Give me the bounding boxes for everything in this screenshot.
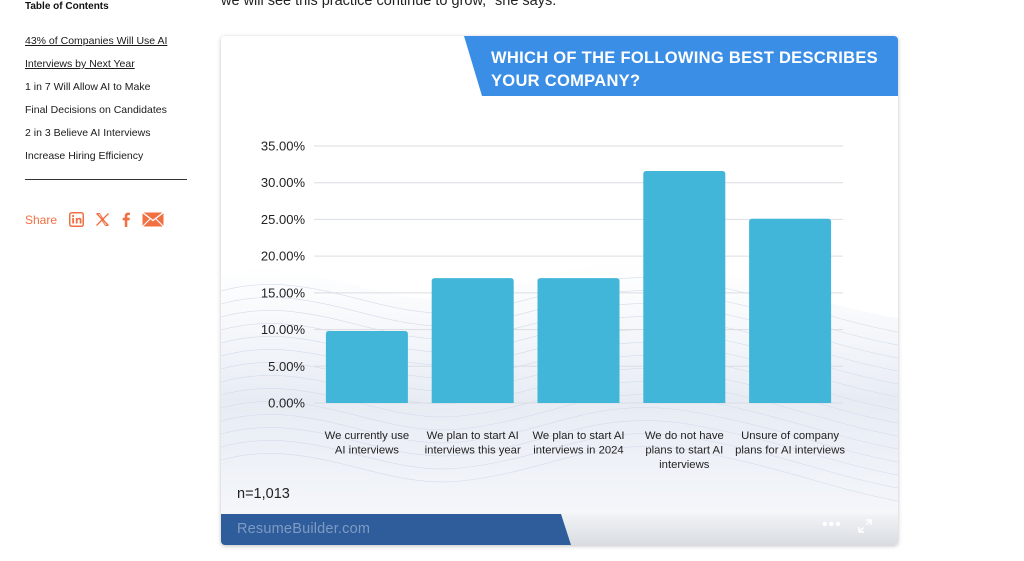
toc-divider [25,179,187,180]
more-options-button[interactable]: ••• [822,516,842,533]
chart-title-line2: YOUR COMPANY? [491,72,640,90]
x-tick-label: plans for AI interviews [735,445,845,457]
expand-icon[interactable] [858,519,872,538]
y-tick-label: 15.00% [261,285,306,300]
toc-link-3-line1[interactable]: 2 in 3 Believe AI Interviews [25,127,151,139]
wave-line [221,407,898,463]
article-text: we will see this practice continue to gr… [221,0,557,9]
x-tick-label: interviews this year [425,445,521,457]
bar-chart: WHICH OF THE FOLLOWING BEST DESCRIBES YO… [221,36,898,514]
share-label: Share [25,212,58,227]
y-tick-label: 0.00% [268,396,305,411]
y-tick-label: 35.00% [261,139,306,154]
wave-line [221,420,898,476]
facebook-icon[interactable] [121,212,131,227]
x-tick-label: Unsure of company [741,430,839,442]
x-tick-label: We currently use [325,430,410,442]
toc-link-1-line1[interactable]: 43% of Companies Will Use AI [25,35,168,47]
x-tick-label: We do not have [645,430,724,442]
wave-line [221,433,898,489]
chart-card: WHICH OF THE FOLLOWING BEST DESCRIBES YO… [221,36,898,545]
chart-bars [325,170,832,403]
x-tick-label: AI interviews [335,445,399,457]
bar [643,170,726,403]
x-tick-label: interviews [659,459,710,471]
chart-title-line1: WHICH OF THE FOLLOWING BEST DESCRIBES [491,49,878,67]
brand-name[interactable]: ResumeBuilder.com [237,521,371,537]
x-tick-label: We plan to start AI [532,430,624,442]
bar [537,278,620,403]
sample-size: n=1,013 [237,486,290,502]
wave-line [221,394,898,450]
y-tick-label: 30.00% [261,175,306,190]
toc-link-1-line2[interactable]: Interviews by Next Year [25,58,135,70]
wave-line [221,446,898,502]
x-tick-label: We plan to start AI [427,430,519,442]
toc-link-2-line1[interactable]: 1 in 7 Will Allow AI to Make [25,81,151,93]
x-tick-label: interviews in 2024 [533,445,623,457]
title-banner [464,36,898,96]
x-icon[interactable] [95,212,110,227]
y-tick-label: 20.00% [261,249,306,264]
footer-brand-band [221,514,571,545]
linkedin-icon[interactable] [69,212,85,227]
bar [431,278,514,403]
table-of-contents: Table of Contents 43% of Companies Will … [25,0,195,227]
y-tick-label: 5.00% [268,359,305,374]
y-axis-ticks: 0.00% 5.00% 10.00% 15.00% 20.00% 25.00% 30.00%… [261,139,306,411]
bar [325,331,408,403]
toc-link-3-line2[interactable]: Increase Hiring Efficiency [25,150,144,162]
y-tick-label: 10.00% [261,322,306,337]
share-bar: Share [25,212,175,227]
x-axis-labels: We currently use AI interviews We plan to … [325,430,846,471]
toc-link-2-line2[interactable]: Final Decisions on Candidates [25,104,167,116]
y-tick-label: 25.00% [261,212,306,227]
email-icon[interactable] [142,212,164,227]
card-footer: ResumeBuilder.com ••• [221,514,898,545]
toc-title: Table of Contents [25,1,109,12]
bar [749,218,832,403]
x-tick-label: plans to start AI [645,445,723,457]
toc-links: 43% of Companies Will Use AI Interviews … [25,30,195,168]
